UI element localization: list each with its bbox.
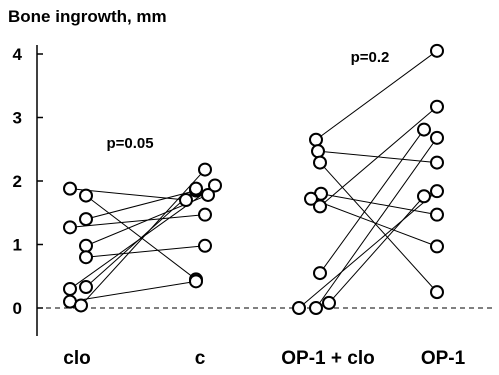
y-tick-label-3: 3 bbox=[13, 109, 22, 128]
y-ticks: 0 1 2 3 4 bbox=[13, 45, 43, 318]
left-line-2 bbox=[85, 190, 197, 220]
right-line-6 bbox=[319, 129, 425, 274]
left-point-a-3 bbox=[63, 220, 77, 235]
category-label-0: clo bbox=[63, 348, 90, 369]
right-point-b-7 bbox=[430, 184, 444, 199]
right-point-b-1 bbox=[430, 155, 444, 170]
category-label-2: OP-1 + clo bbox=[281, 348, 374, 369]
annotation-1: p=0.2 bbox=[351, 49, 390, 66]
left-line-8 bbox=[69, 280, 197, 303]
right-point-a-5 bbox=[313, 199, 327, 214]
left-point-b-7 bbox=[208, 178, 222, 193]
y-tick-label-0: 0 bbox=[13, 299, 22, 318]
annotation-0: p=0.05 bbox=[106, 135, 153, 152]
right-point-a-0 bbox=[309, 132, 323, 147]
category-labels: clo c OP-1 + clo OP-1 bbox=[63, 348, 465, 369]
left-point-b-3 bbox=[198, 207, 212, 222]
right-point-b-4 bbox=[430, 239, 444, 254]
right-line-8 bbox=[315, 137, 438, 309]
left-point-a-7 bbox=[63, 281, 77, 296]
right-point-a-4 bbox=[304, 191, 318, 206]
right-point-a-7 bbox=[292, 301, 306, 315]
left-point-b-8 bbox=[189, 274, 203, 289]
left-point-b-9 bbox=[198, 162, 212, 177]
y-tick-label-4: 4 bbox=[13, 45, 23, 64]
right-point-b-6 bbox=[417, 122, 431, 137]
right-point-a-1 bbox=[311, 144, 325, 159]
right-point-b-0 bbox=[430, 43, 444, 58]
right-line-0 bbox=[315, 50, 438, 141]
y-axis-title: Bone ingrowth, mm bbox=[8, 7, 167, 26]
left-point-b-4 bbox=[201, 187, 215, 202]
right-point-a-2 bbox=[313, 155, 327, 170]
annotations: p=0.05 p=0.2 bbox=[106, 49, 389, 152]
right-point-a-8 bbox=[309, 301, 323, 315]
left-point-a-6 bbox=[79, 280, 93, 295]
right-point-b-8 bbox=[430, 130, 444, 145]
right-line-7 bbox=[298, 190, 438, 309]
left-point-b-5 bbox=[198, 238, 212, 253]
right-point-a-9 bbox=[322, 295, 336, 310]
right-line-2 bbox=[319, 162, 438, 293]
category-label-1: c bbox=[195, 348, 206, 369]
left-point-a-2 bbox=[79, 212, 93, 227]
data-points bbox=[63, 43, 444, 315]
right-point-b-2 bbox=[430, 285, 444, 300]
y-tick-label-2: 2 bbox=[13, 172, 22, 191]
left-point-a-5 bbox=[79, 250, 93, 265]
right-line-5 bbox=[319, 106, 438, 207]
right-line-3 bbox=[320, 193, 438, 216]
right-point-b-5 bbox=[430, 99, 444, 114]
left-line-9 bbox=[80, 169, 206, 306]
right-point-a-6 bbox=[313, 266, 327, 281]
category-label-3: OP-1 bbox=[421, 348, 466, 369]
left-point-a-9 bbox=[74, 298, 88, 313]
left-point-a-0 bbox=[63, 181, 77, 196]
left-line-5 bbox=[85, 245, 206, 258]
right-point-b-3 bbox=[430, 207, 444, 222]
pair-lines bbox=[69, 50, 438, 309]
left-line-3 bbox=[69, 214, 206, 228]
left-point-b-6 bbox=[189, 181, 203, 196]
right-line-9 bbox=[328, 195, 425, 304]
left-point-b-0 bbox=[179, 193, 193, 208]
right-line-4 bbox=[310, 198, 438, 247]
left-point-a-4 bbox=[79, 238, 93, 253]
right-point-b-9 bbox=[417, 189, 431, 204]
y-tick-label-1: 1 bbox=[13, 236, 22, 255]
left-point-a-1 bbox=[79, 188, 93, 203]
